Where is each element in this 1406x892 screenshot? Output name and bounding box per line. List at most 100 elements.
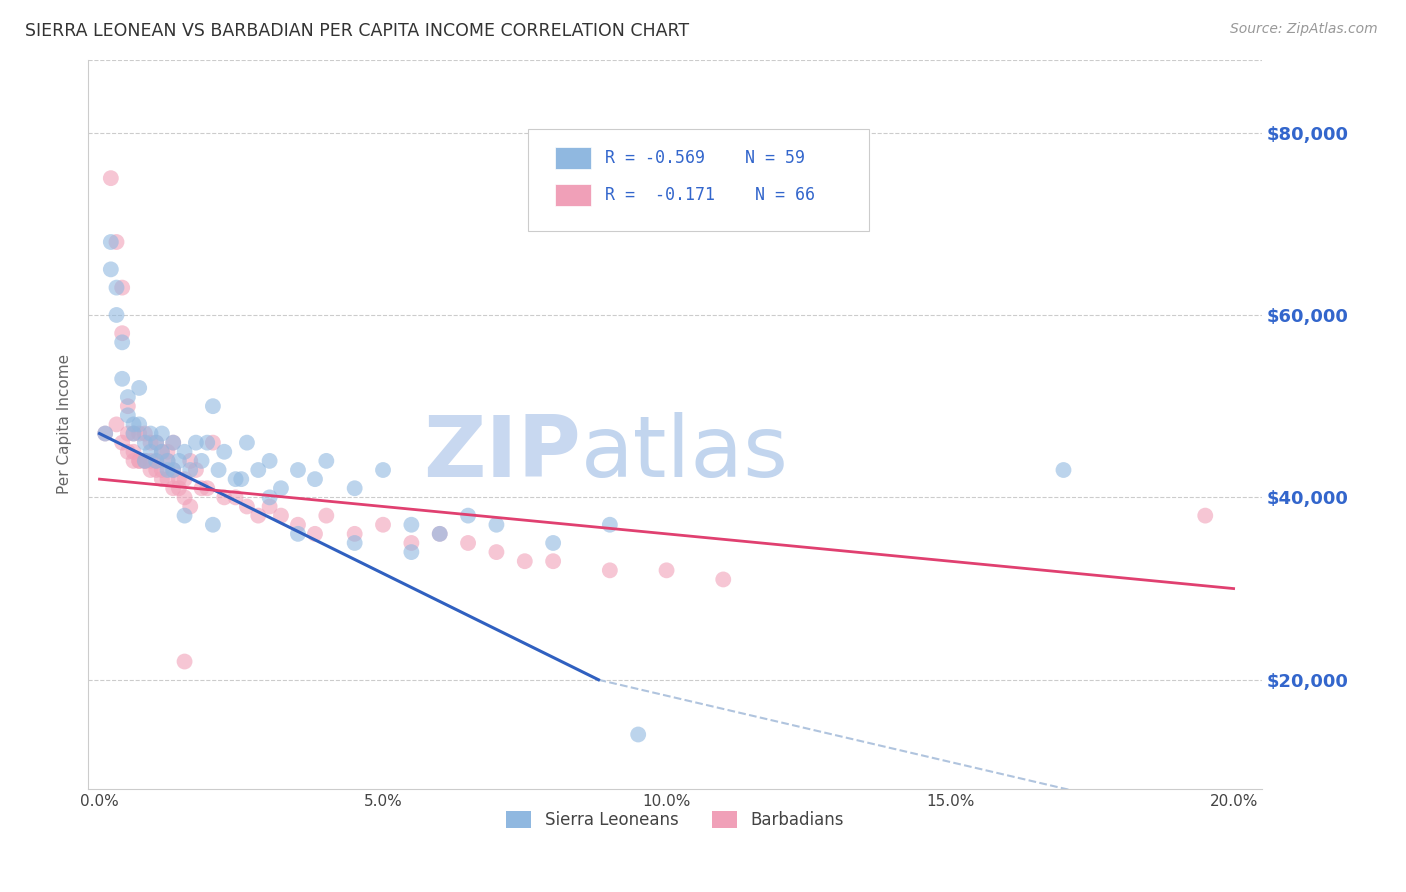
Point	[111, 326, 134, 341]
Point	[100, 235, 122, 249]
Point	[105, 417, 128, 432]
Point	[315, 454, 337, 468]
Point	[122, 426, 145, 441]
Point	[117, 390, 139, 404]
Point	[304, 526, 326, 541]
Point	[167, 481, 190, 495]
Point	[173, 472, 195, 486]
Point	[212, 444, 235, 458]
Point	[139, 463, 162, 477]
Point	[270, 481, 292, 495]
Point	[711, 573, 734, 587]
Point	[179, 500, 201, 514]
Point	[128, 454, 150, 468]
Point	[162, 463, 184, 477]
Point	[287, 526, 309, 541]
Text: SIERRA LEONEAN VS BARBADIAN PER CAPITA INCOME CORRELATION CHART: SIERRA LEONEAN VS BARBADIAN PER CAPITA I…	[25, 22, 689, 40]
Point	[247, 508, 270, 523]
Point	[139, 435, 162, 450]
Point	[315, 508, 337, 523]
Point	[599, 563, 621, 577]
Point	[162, 435, 184, 450]
Point	[195, 481, 218, 495]
Point	[457, 536, 479, 550]
Point	[117, 409, 139, 423]
Point	[401, 517, 423, 532]
Point	[122, 444, 145, 458]
Point	[287, 463, 309, 477]
Point	[247, 463, 270, 477]
Point	[429, 526, 451, 541]
Point	[139, 444, 162, 458]
Point	[201, 399, 224, 413]
Point	[401, 536, 423, 550]
Point	[195, 435, 218, 450]
Point	[1194, 508, 1216, 523]
Point	[111, 335, 134, 350]
Point	[201, 435, 224, 450]
Point	[485, 517, 508, 532]
Point	[100, 262, 122, 277]
Point	[184, 463, 207, 477]
Point	[173, 491, 195, 505]
FancyBboxPatch shape	[529, 129, 869, 231]
Point	[122, 417, 145, 432]
FancyBboxPatch shape	[555, 184, 591, 205]
Point	[134, 426, 156, 441]
Point	[655, 563, 678, 577]
Point	[122, 426, 145, 441]
Y-axis label: Per Capita Income: Per Capita Income	[58, 354, 72, 494]
Point	[287, 517, 309, 532]
Legend: Sierra Leoneans, Barbadians: Sierra Leoneans, Barbadians	[499, 804, 851, 836]
Point	[117, 399, 139, 413]
Point	[162, 435, 184, 450]
Text: atlas: atlas	[581, 412, 789, 495]
Point	[111, 435, 134, 450]
Point	[139, 426, 162, 441]
Text: Source: ZipAtlas.com: Source: ZipAtlas.com	[1230, 22, 1378, 37]
Point	[599, 517, 621, 532]
Point	[371, 463, 394, 477]
Point	[167, 472, 190, 486]
Point	[122, 454, 145, 468]
Point	[111, 372, 134, 386]
Text: R =  -0.171    N = 66: R = -0.171 N = 66	[605, 186, 814, 203]
Point	[94, 426, 117, 441]
Point	[94, 426, 117, 441]
Point	[156, 444, 179, 458]
Point	[111, 280, 134, 294]
Point	[231, 472, 253, 486]
Point	[270, 508, 292, 523]
Point	[117, 426, 139, 441]
FancyBboxPatch shape	[555, 147, 591, 169]
Point	[201, 517, 224, 532]
Point	[190, 454, 212, 468]
Point	[236, 435, 259, 450]
Point	[485, 545, 508, 559]
Point	[150, 444, 173, 458]
Point	[128, 454, 150, 468]
Point	[150, 463, 173, 477]
Point	[167, 454, 190, 468]
Text: R = -0.569    N = 59: R = -0.569 N = 59	[605, 149, 804, 167]
Point	[156, 454, 179, 468]
Point	[184, 435, 207, 450]
Point	[1052, 463, 1074, 477]
Point	[105, 280, 128, 294]
Point	[259, 491, 281, 505]
Point	[139, 454, 162, 468]
Point	[401, 545, 423, 559]
Point	[145, 435, 167, 450]
Point	[225, 472, 247, 486]
Point	[134, 454, 156, 468]
Point	[150, 444, 173, 458]
Point	[457, 508, 479, 523]
Point	[134, 435, 156, 450]
Point	[145, 435, 167, 450]
Point	[259, 454, 281, 468]
Point	[156, 454, 179, 468]
Point	[304, 472, 326, 486]
Point	[117, 444, 139, 458]
Point	[156, 472, 179, 486]
Text: ZIP: ZIP	[423, 412, 581, 495]
